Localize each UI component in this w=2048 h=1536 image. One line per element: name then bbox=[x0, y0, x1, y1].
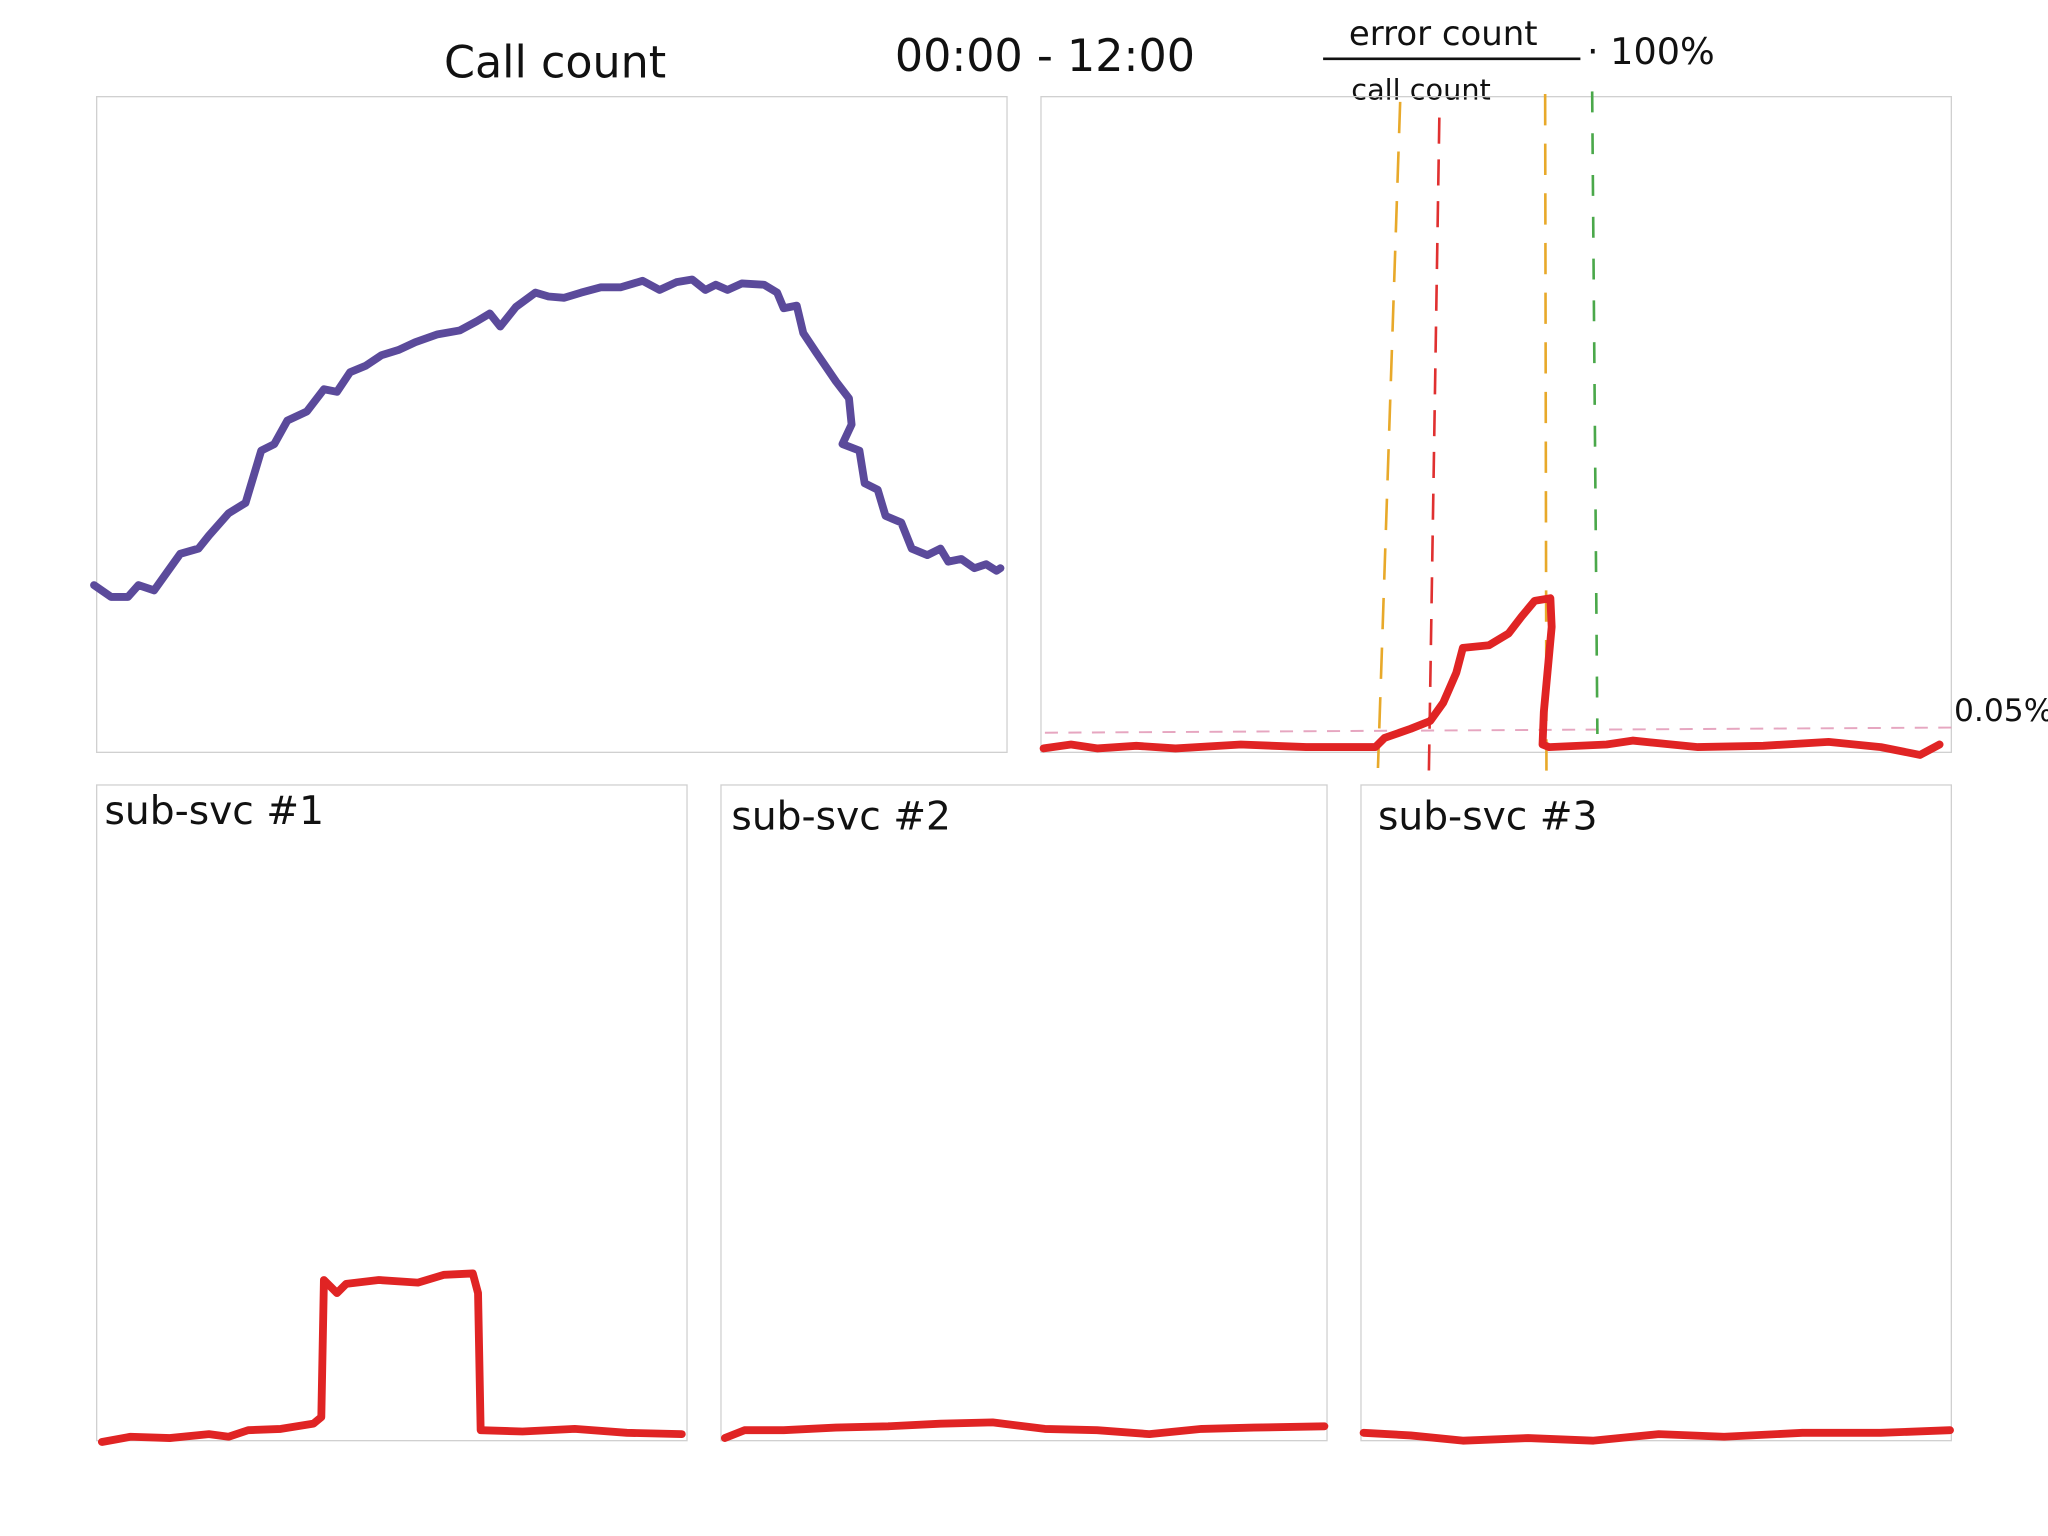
panel-label: sub-svc #3 bbox=[1378, 794, 1598, 839]
panel-label: sub-svc #2 bbox=[731, 794, 951, 839]
threshold-label: 0.05% bbox=[1954, 693, 2048, 729]
threshold-line bbox=[1044, 726, 1960, 734]
sub-svc-curve bbox=[1359, 1426, 1954, 1445]
sub-svc-curve bbox=[720, 1418, 1329, 1442]
marker-line bbox=[1376, 101, 1402, 769]
time-range: 00:00 - 12:00 bbox=[895, 31, 1195, 82]
call-count-curve bbox=[90, 275, 1005, 601]
formula-multiplier: · 100% bbox=[1587, 30, 1715, 73]
panel-frame bbox=[1360, 784, 1952, 1442]
title: Call count bbox=[444, 37, 666, 88]
error-rate-curve bbox=[1039, 594, 1944, 759]
panel-frame bbox=[1040, 95, 1952, 753]
formula-denominator: call count bbox=[1351, 72, 1491, 106]
panel-frame bbox=[96, 784, 688, 1442]
marker-line bbox=[1427, 117, 1441, 771]
sub-svc-curve bbox=[97, 1269, 686, 1446]
formula-numerator: error count bbox=[1349, 14, 1538, 54]
panel-label: sub-svc #1 bbox=[104, 789, 324, 834]
panel-frame bbox=[95, 95, 1008, 753]
panel-frame bbox=[720, 784, 1328, 1442]
